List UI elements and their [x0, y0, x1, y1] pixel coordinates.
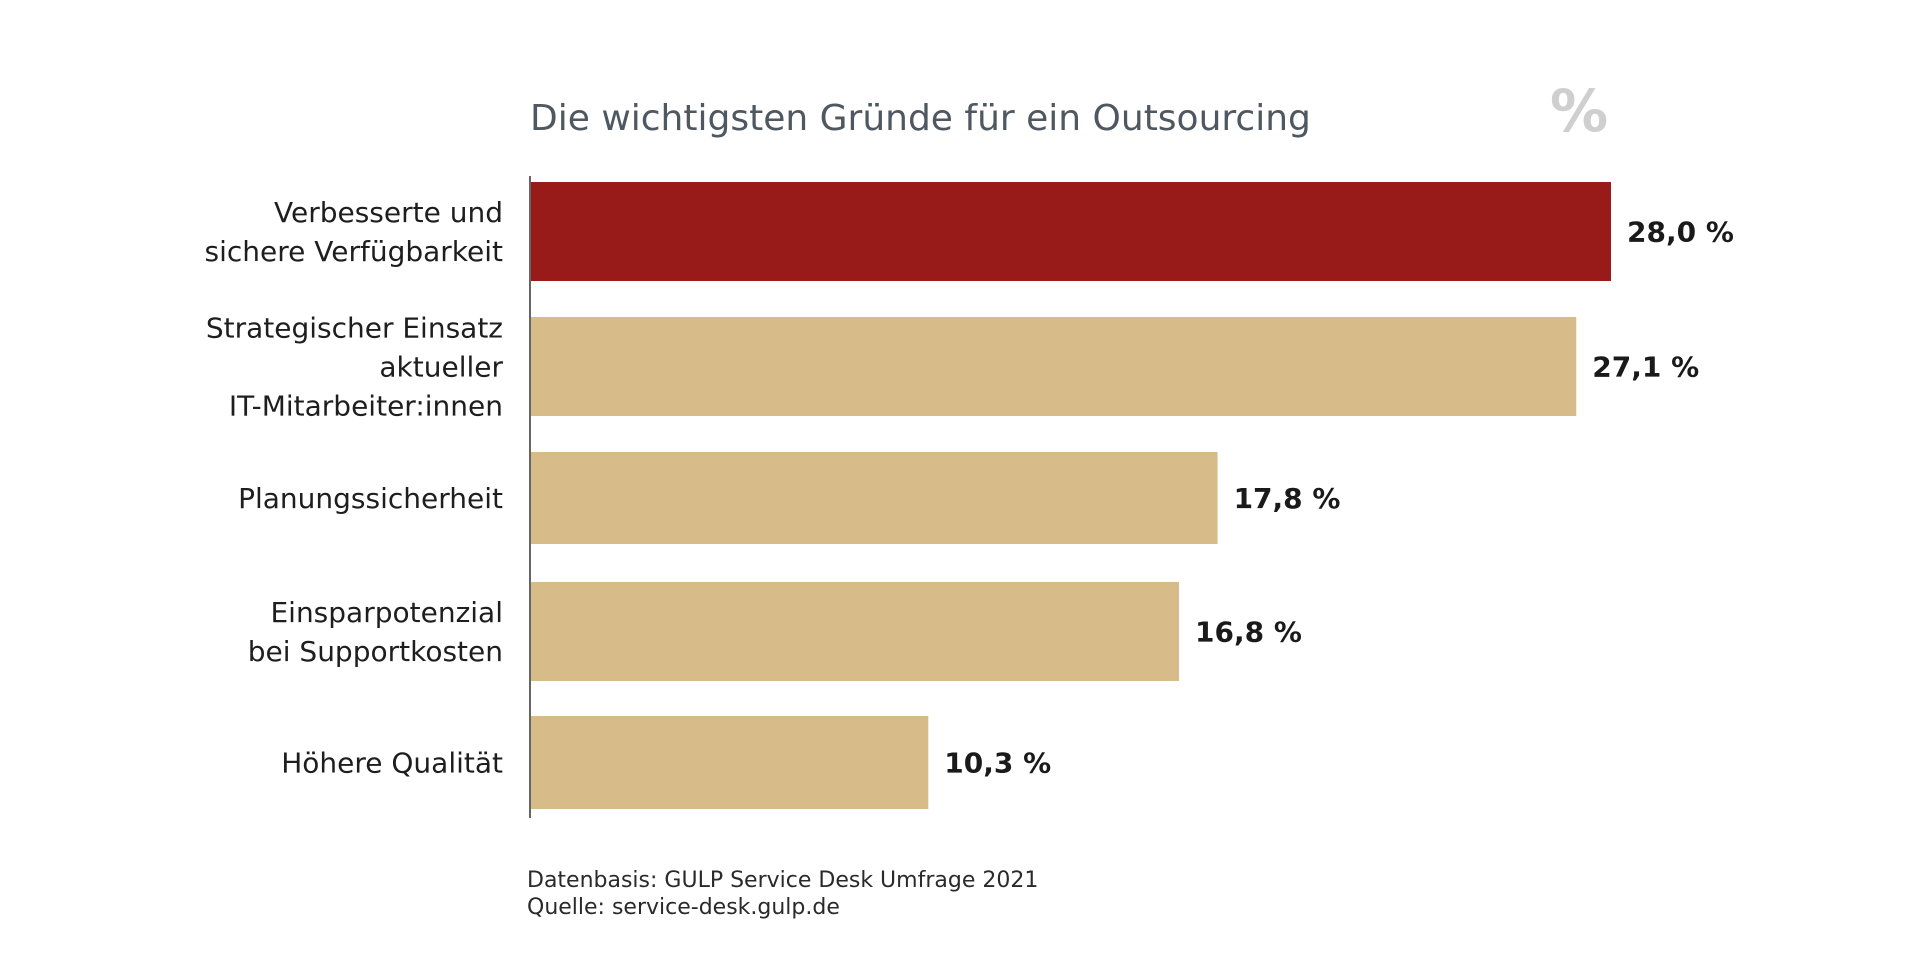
- footnote-source-url: Quelle: service-desk.gulp.de: [527, 895, 840, 920]
- value-label-4: 16,8 %: [1195, 616, 1302, 649]
- value-label-5: 10,3 %: [944, 747, 1051, 780]
- value-label-1: 28,0 %: [1627, 216, 1734, 249]
- bars-group: 28,0 % Verbesserte und sichere Verfügbarke…: [205, 182, 1734, 809]
- bar-3: [531, 452, 1218, 544]
- bar-4: [531, 582, 1179, 681]
- bar-2: [531, 317, 1577, 416]
- value-label-3: 17,8 %: [1234, 482, 1341, 515]
- category-label-4-line-2: bei Supportkosten: [248, 635, 503, 668]
- chart-title: Die wichtigsten Gründe für ein Outsourci…: [530, 98, 1311, 139]
- category-label-4-line-1: Einsparpotenzial: [270, 596, 503, 629]
- category-label-2-line-3: IT-Mitarbeiter:innen: [229, 390, 503, 423]
- category-label-1-line-2: sichere Verfügbarkeit: [205, 235, 504, 268]
- footnote-source-basis: Datenbasis: GULP Service Desk Umfrage 20…: [527, 868, 1038, 893]
- category-label-3-line-1: Planungssicherheit: [238, 482, 503, 515]
- bar-1: [531, 182, 1611, 281]
- category-label-2-line-2: aktueller: [379, 351, 503, 384]
- value-label-2: 27,1 %: [1592, 351, 1699, 384]
- category-label-1-line-1: Verbesserte und: [274, 196, 503, 229]
- category-label-5-line-1: Höhere Qualität: [281, 747, 503, 780]
- percent-unit-mark: %: [1550, 77, 1608, 145]
- bar-5: [531, 716, 929, 809]
- category-label-2-line-1: Strategischer Einsatz: [206, 312, 503, 345]
